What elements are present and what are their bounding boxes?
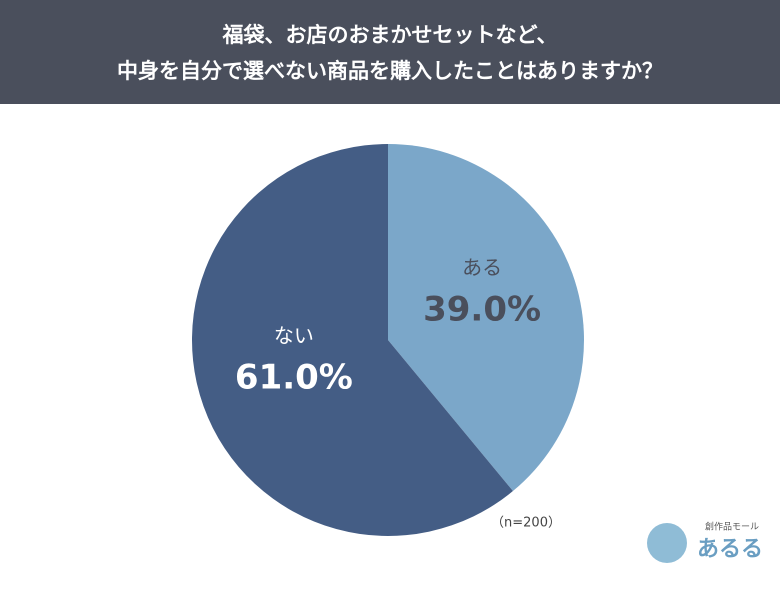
logo-name: あるる: [697, 537, 763, 562]
logo: 創作品モール あるる: [647, 521, 763, 563]
slice-category: ある: [462, 256, 502, 280]
slice-value-label: 39.0%: [423, 290, 541, 330]
logo-tagline: 創作品モール: [705, 521, 759, 533]
pie-slice: [192, 144, 513, 536]
sample-note: （n=200）: [491, 516, 561, 531]
pie: [192, 144, 585, 536]
logo-icon: [647, 523, 687, 563]
chart-title: 中身を自分で選べない商品を購入したことはありますか？: [117, 59, 663, 83]
header-bar: [0, 0, 780, 104]
slice-category: ない: [274, 323, 314, 347]
slice-labels: ある 39.0% ない 61.0%: [235, 256, 541, 398]
pie-slice: [388, 144, 585, 492]
chart-title: 福袋、お店のおまかせセットなど、: [222, 23, 558, 47]
slice-value-label: 61.0%: [235, 357, 353, 397]
